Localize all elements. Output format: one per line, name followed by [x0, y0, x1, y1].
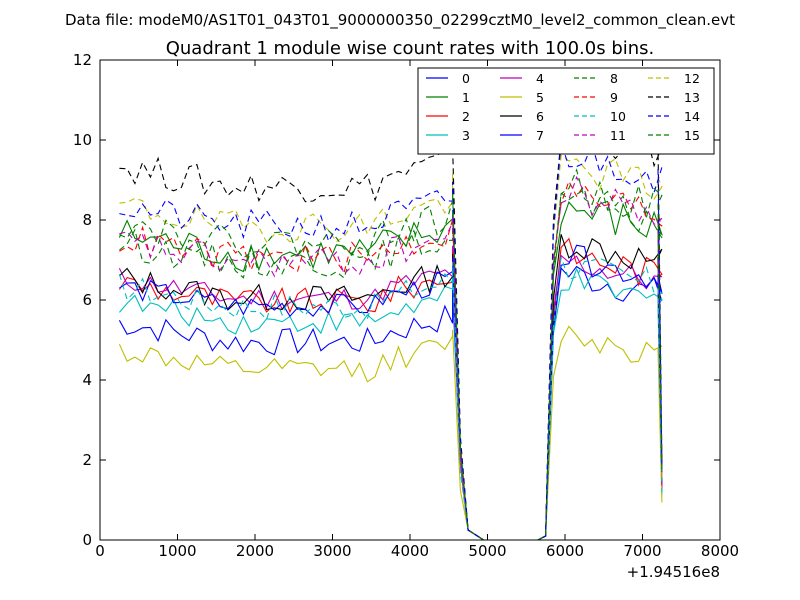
legend-label-4: 4 — [536, 71, 544, 86]
series-line-5 — [118, 325, 663, 541]
legend-label-8: 8 — [610, 71, 618, 86]
legend-label-11: 11 — [610, 128, 626, 143]
suptitle: Data file: modeM0/AS1T01_043T01_90000003… — [65, 11, 735, 30]
legend-box — [417, 67, 715, 155]
x-tick-label: 3000 — [313, 542, 351, 560]
legend-label-12: 12 — [684, 71, 700, 86]
series-line-14 — [119, 142, 663, 541]
axis-ticks: 0 1000 2000 3000 4000 5000 6000 7000 80000246810… — [73, 51, 739, 560]
x-tick-label: 7000 — [623, 542, 661, 560]
legend-label-5: 5 — [536, 90, 544, 105]
y-tick-label: 4 — [82, 371, 92, 389]
y-tick-label: 12 — [73, 51, 92, 69]
legend-label-14: 14 — [684, 109, 700, 124]
legend-label-10: 10 — [610, 109, 626, 124]
series-line-3 — [118, 267, 663, 541]
y-tick-label: 6 — [82, 291, 92, 309]
y-tick-label: 10 — [73, 131, 92, 149]
legend-label-0: 0 — [462, 71, 470, 86]
plot-lines — [118, 113, 664, 541]
x-tick-label: 1000 — [158, 542, 196, 560]
x-tick-label: 5000 — [468, 542, 506, 560]
x-tick-label: 2000 — [236, 542, 274, 560]
legend-label-2: 2 — [462, 109, 470, 124]
series-line-9 — [119, 179, 663, 541]
series-line-11 — [119, 175, 663, 541]
x-tick-label: 4000 — [391, 542, 429, 560]
series-line-10 — [118, 256, 664, 541]
legend-label-1: 1 — [462, 90, 470, 105]
x-offset-label: +1.94516e8 — [627, 563, 720, 581]
legend-label-13: 13 — [684, 90, 700, 105]
series-line-8 — [119, 188, 663, 541]
series-line-6 — [119, 234, 663, 541]
y-tick-label: 8 — [82, 211, 92, 229]
legend-label-3: 3 — [462, 128, 470, 143]
x-tick-label: 6000 — [546, 542, 584, 560]
series-line-15 — [119, 168, 663, 541]
x-tick-label: 8000 — [701, 542, 739, 560]
chart-title: Quadrant 1 module wise count rates with … — [166, 38, 655, 59]
legend-label-7: 7 — [536, 128, 544, 143]
series-line-12 — [119, 154, 663, 541]
x-tick-label: 0 — [95, 542, 105, 560]
y-tick-label: 2 — [82, 451, 92, 469]
legend-label-15: 15 — [684, 128, 700, 143]
legend-label-9: 9 — [610, 90, 618, 105]
y-tick-label: 0 — [82, 531, 92, 549]
legend-label-6: 6 — [536, 109, 544, 124]
